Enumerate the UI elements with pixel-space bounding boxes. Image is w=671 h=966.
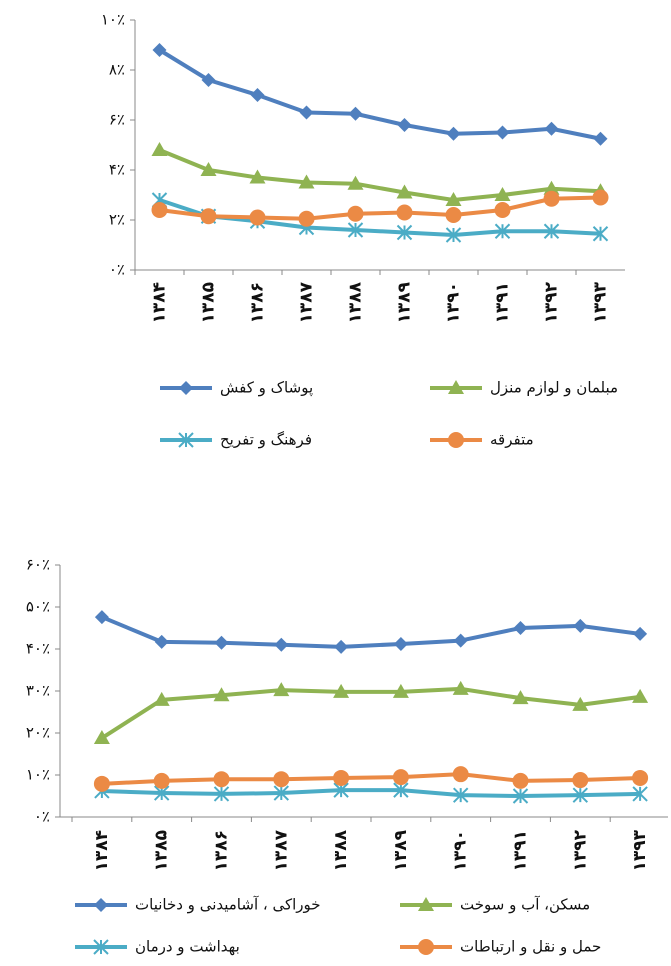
series-line xyxy=(102,689,640,738)
circle-marker xyxy=(201,208,217,224)
x-tick-label: ۱۳۹۰ xyxy=(444,282,464,324)
x-tick-label: ۱۳۸۸ xyxy=(331,829,351,871)
diamond-marker xyxy=(334,640,348,654)
y-tick-label: ۱۰٪ xyxy=(101,11,125,29)
x-tick-label: ۱۳۹۲ xyxy=(542,281,562,323)
x-tick-label: ۱۳۹۳ xyxy=(630,829,650,871)
diamond-marker xyxy=(594,132,608,146)
x-tick-label: ۱۳۸۴ xyxy=(92,830,112,872)
y-tick-label: ۸٪ xyxy=(109,61,125,79)
circle-marker xyxy=(513,773,529,789)
circle-marker xyxy=(632,770,648,786)
circle-marker xyxy=(94,776,110,792)
x-tick-label: ۱۳۸۹ xyxy=(391,829,411,871)
circle-marker xyxy=(453,766,469,782)
legend-marker xyxy=(94,898,108,912)
legend-label: حمل و نقل و ارتباطات xyxy=(460,938,601,956)
series-line xyxy=(102,617,640,647)
series-line xyxy=(102,790,640,796)
diamond-marker xyxy=(398,118,412,132)
legend-label: فرهنگ و تفریح xyxy=(220,431,312,449)
legend-label: خوراکی ، آشامیدنی و دخانیات xyxy=(135,896,321,914)
circle-marker xyxy=(348,206,364,222)
x-tick-label: ۱۳۸۹ xyxy=(395,281,415,323)
diamond-marker xyxy=(349,107,363,121)
y-tick-label: ۲٪ xyxy=(109,211,125,229)
series-line xyxy=(160,150,601,200)
x-tick-label: ۱۳۹۳ xyxy=(591,281,611,323)
circle-marker xyxy=(152,202,168,218)
circle-marker xyxy=(593,190,609,206)
x-tick-label: ۱۳۸۸ xyxy=(346,281,366,323)
y-tick-label: ۳۰٪ xyxy=(26,682,50,700)
diamond-marker xyxy=(633,627,647,641)
circle-marker xyxy=(393,769,409,785)
y-tick-label: ۱۰٪ xyxy=(26,766,50,784)
diamond-marker xyxy=(95,610,109,624)
series-line xyxy=(160,50,601,139)
x-tick-label: ۱۳۸۵ xyxy=(199,282,219,324)
diamond-marker xyxy=(251,88,265,102)
legend-marker xyxy=(418,939,434,955)
y-tick-label: ۶۰٪ xyxy=(26,556,50,574)
series-line xyxy=(102,774,640,784)
y-tick-label: ۵۰٪ xyxy=(26,598,50,616)
x-tick-label: ۱۳۹۰ xyxy=(451,830,471,872)
legend-label: بهداشت و درمان xyxy=(135,938,240,956)
legend-label: پوشاک و کفش xyxy=(220,379,313,398)
diamond-marker xyxy=(496,126,510,140)
x-tick-label: ۱۳۸۴ xyxy=(150,282,170,324)
circle-marker xyxy=(572,772,588,788)
y-tick-label: ۴٪ xyxy=(109,161,125,179)
legend-label: مبلمان و لوازم منزل xyxy=(490,379,618,397)
legend-marker xyxy=(448,432,464,448)
x-tick-label: ۱۳۸۷ xyxy=(297,281,317,323)
circle-marker xyxy=(154,773,170,789)
legend-label: متفرقه xyxy=(490,431,534,449)
circle-marker xyxy=(446,207,462,223)
diamond-marker xyxy=(394,637,408,651)
diamond-marker xyxy=(155,635,169,649)
charts: ۰٪ ۲٪ ۴٪ ۶٪ ۸٪ ۱۰٪ ۱۳۸۴ ۱۳۸۵ ۱۳۸۶ ۱۳۸۷ ۱۳۸۸ ۱۳۸۹ ۱۳۹… xyxy=(0,0,671,966)
circle-marker xyxy=(299,211,315,227)
x-tick-label: ۱۳۹۱ xyxy=(511,830,531,872)
y-tick-label: ۴۰٪ xyxy=(26,640,50,658)
circle-marker xyxy=(214,771,230,787)
circle-marker xyxy=(273,771,289,787)
x-tick-label: ۱۳۹۱ xyxy=(493,282,513,324)
diamond-marker xyxy=(215,636,229,650)
legend-marker xyxy=(179,381,193,395)
x-tick-label: ۱۳۸۵ xyxy=(152,830,172,872)
diamond-marker xyxy=(300,106,314,120)
x-tick-label: ۱۳۸۶ xyxy=(212,830,232,872)
diamond-marker xyxy=(514,621,528,635)
diamond-marker xyxy=(573,619,587,633)
circle-marker xyxy=(495,202,511,218)
circle-marker xyxy=(333,770,349,786)
y-tick-label: ۰٪ xyxy=(109,261,125,279)
x-tick-label: ۱۳۹۲ xyxy=(570,829,590,871)
diamond-marker xyxy=(447,127,461,141)
diamond-marker xyxy=(545,122,559,136)
diamond-marker xyxy=(454,634,468,648)
legend-label: مسکن، آب و سوخت xyxy=(460,896,590,914)
y-tick-label: ۲۰٪ xyxy=(26,724,50,742)
circle-marker xyxy=(397,205,413,221)
y-tick-label: ۰٪ xyxy=(34,808,50,826)
x-tick-label: ۱۳۸۶ xyxy=(248,282,268,324)
series-line xyxy=(160,198,601,219)
y-tick-label: ۶٪ xyxy=(109,111,125,129)
circle-marker xyxy=(250,210,266,226)
circle-marker xyxy=(544,191,560,207)
diamond-marker xyxy=(274,638,288,652)
triangle-marker xyxy=(152,142,168,156)
x-tick-label: ۱۳۸۷ xyxy=(271,829,291,871)
page: ۰٪ ۲٪ ۴٪ ۶٪ ۸٪ ۱۰٪ ۱۳۸۴ ۱۳۸۵ ۱۳۸۶ ۱۳۸۷ ۱۳۸۸ ۱۳۸۹ ۱۳۹… xyxy=(0,0,671,966)
